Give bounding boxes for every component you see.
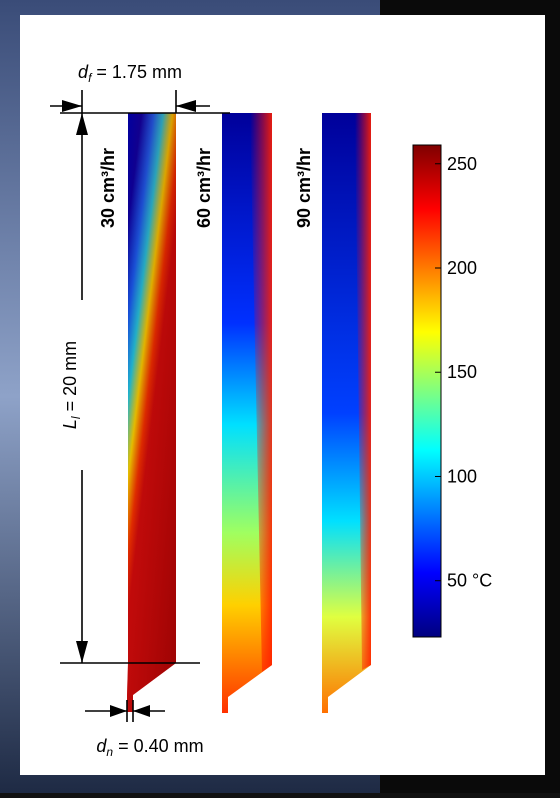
- tick-label: 50 °C: [447, 571, 492, 591]
- tick-label: 100: [447, 466, 477, 486]
- nozzle-wall: [250, 113, 272, 672]
- flow-rate-label: 60 cm³/hr: [194, 148, 214, 228]
- arrow: [76, 641, 88, 663]
- flow-rate-label: 30 cm³/hr: [98, 148, 118, 228]
- tick-label: 250: [447, 154, 477, 174]
- tick-label: 150: [447, 362, 477, 382]
- tick-label: 200: [447, 258, 477, 278]
- arrow: [133, 705, 150, 717]
- colorbar: [412, 144, 442, 638]
- panel: [20, 15, 545, 775]
- nozzle-shade: [127, 113, 176, 712]
- nozzle-wall: [355, 113, 371, 670]
- length-label: Ll = 20 mm: [60, 341, 83, 429]
- feed-diameter-label: df = 1.75 mm: [78, 62, 182, 85]
- arrow: [76, 113, 88, 135]
- arrow: [110, 705, 127, 717]
- flow-rate-label: 90 cm³/hr: [294, 148, 314, 228]
- nozzle-diameter-label: dn = 0.40 mm: [96, 736, 203, 759]
